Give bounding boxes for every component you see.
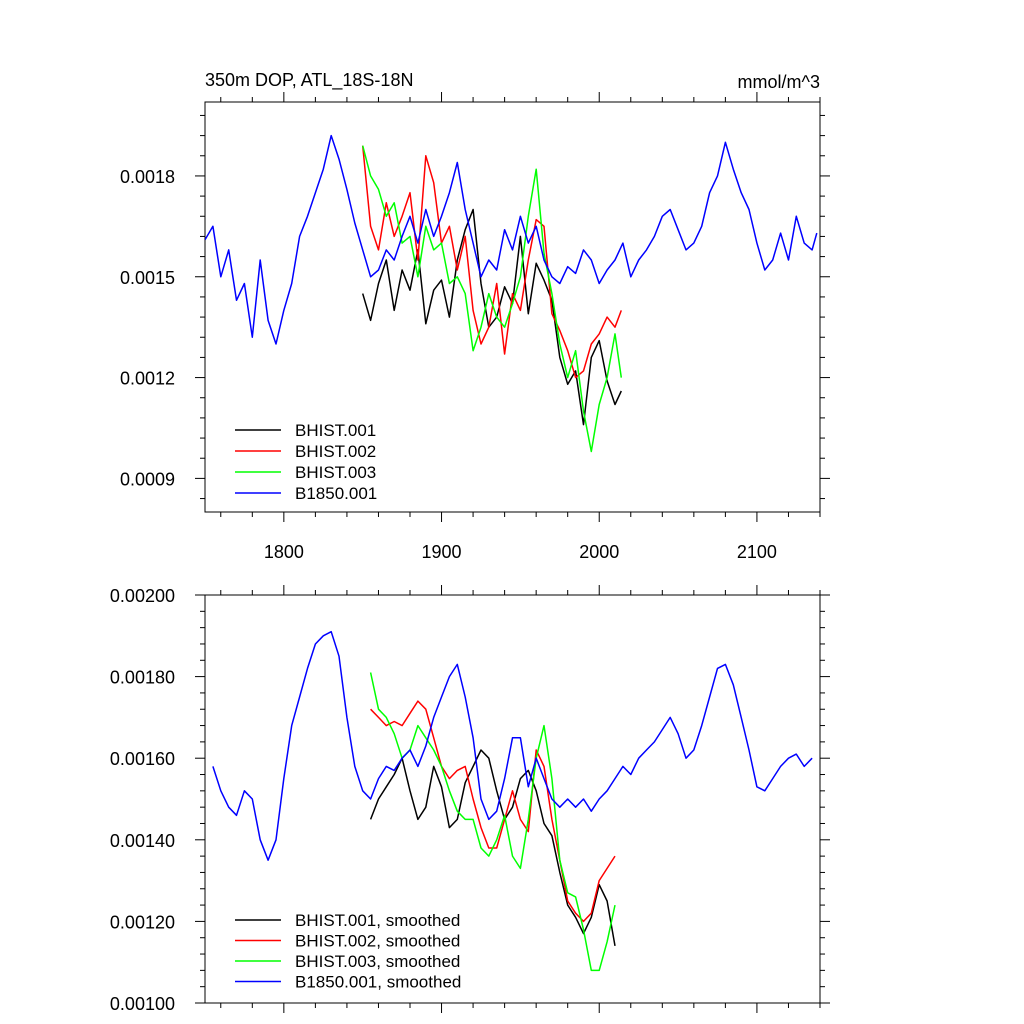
legend-label: B1850.001 bbox=[295, 484, 377, 503]
series-line-b1850-001-smoothed bbox=[212, 630, 813, 861]
series-line-bhist-001 bbox=[361, 208, 622, 426]
legend-label: BHIST.002 bbox=[295, 442, 376, 461]
series-line-bhist-002-smoothed bbox=[370, 700, 616, 923]
y-tick-label: 0.00160 bbox=[110, 749, 175, 769]
x-tick-label: 1900 bbox=[422, 542, 462, 562]
y-tick-label: 0.00100 bbox=[110, 994, 175, 1014]
plot-frame bbox=[204, 101, 821, 513]
legend-label: BHIST.003 bbox=[295, 463, 376, 482]
x-tick-label: 2000 bbox=[579, 542, 619, 562]
y-tick-label: 0.0012 bbox=[120, 369, 175, 389]
series-group bbox=[205, 134, 818, 453]
legend-label: BHIST.001, smoothed bbox=[295, 911, 460, 930]
series-line-bhist-002 bbox=[361, 145, 623, 379]
series-line-bhist-003-smoothed bbox=[369, 672, 616, 972]
series-group bbox=[212, 630, 813, 972]
legend-label: B1850.001, smoothed bbox=[295, 973, 461, 992]
bottom-panel: 0.00100 0.00120 0.00140 0.00160 0.00180 0.002… bbox=[110, 585, 830, 1014]
units-label: mmol/m^3 bbox=[738, 72, 820, 92]
series-line-bhist-001-smoothed bbox=[369, 749, 616, 947]
y-tick-label: 0.00140 bbox=[110, 831, 175, 851]
legend-label: BHIST.002, smoothed bbox=[295, 932, 460, 951]
y-tick-label: 0.0009 bbox=[120, 469, 175, 489]
y-tick-label: 0.0015 bbox=[120, 268, 175, 288]
legend-label: BHIST.003, smoothed bbox=[295, 952, 460, 971]
series-line-bhist-003 bbox=[361, 145, 623, 453]
x-tick-label: 2100 bbox=[737, 542, 777, 562]
chart-title: 350m DOP, ATL_18S-18N bbox=[205, 70, 413, 91]
series-line-b1850-001 bbox=[205, 134, 818, 345]
y-tick-label: 0.00180 bbox=[110, 668, 175, 688]
legend-label: BHIST.001 bbox=[295, 421, 376, 440]
x-tick-label: 1800 bbox=[264, 542, 304, 562]
y-tick-label: 0.00120 bbox=[110, 912, 175, 932]
y-tick-label: 0.0018 bbox=[120, 167, 175, 187]
top-panel: 1800 1900 2000 2100 0.0009 0.0012 0.0015 0.0018… bbox=[120, 70, 830, 562]
plot-frame bbox=[204, 594, 821, 1004]
y-tick-label: 0.00200 bbox=[110, 586, 175, 606]
